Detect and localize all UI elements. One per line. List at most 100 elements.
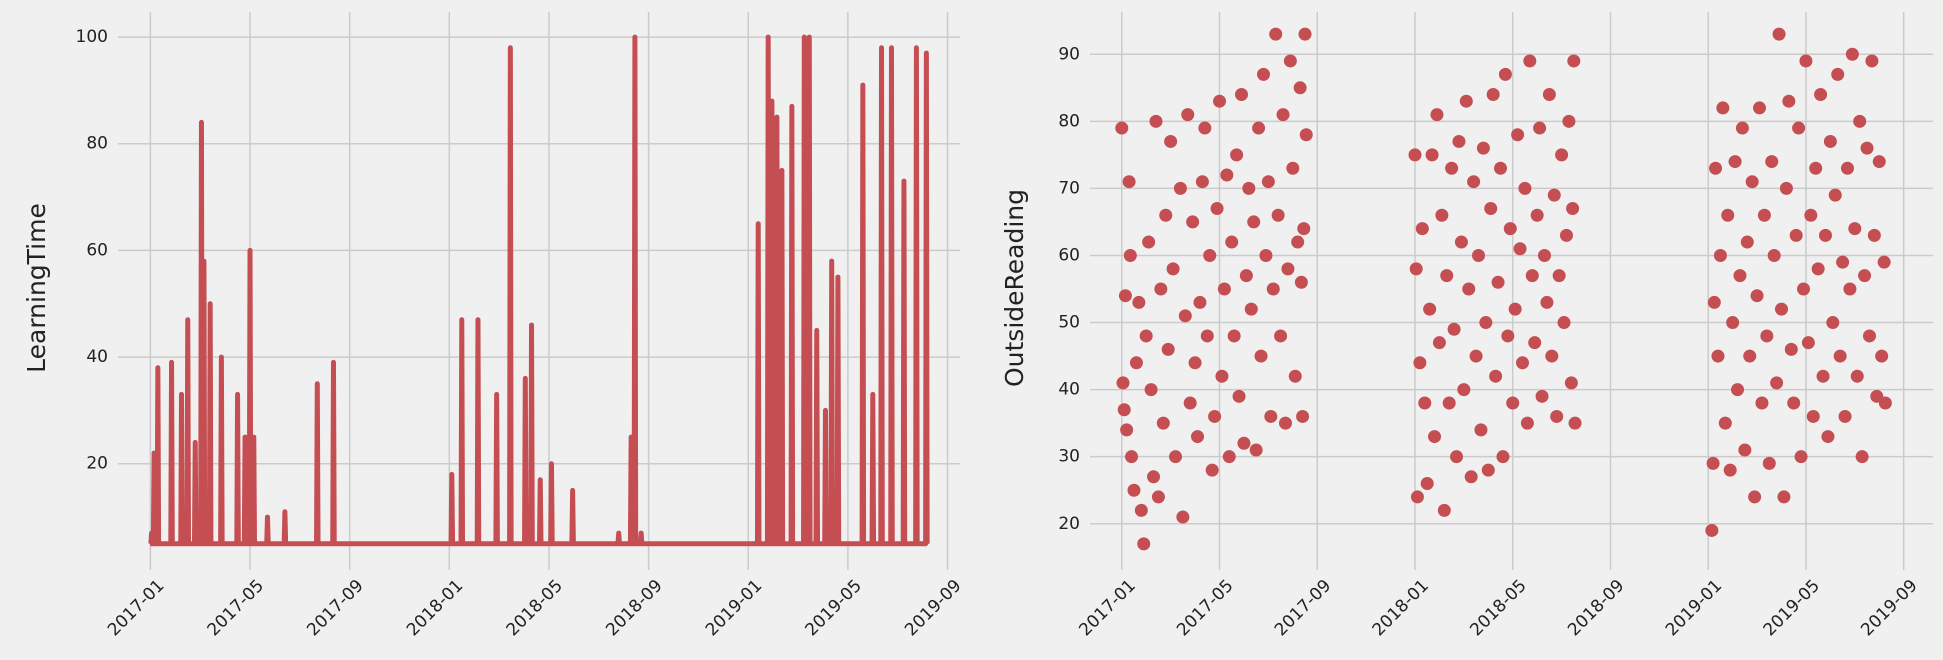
- y-tick-label: 40: [1058, 380, 1080, 400]
- data-point: [1811, 262, 1825, 276]
- data-point: [1220, 168, 1234, 182]
- data-point: [1469, 349, 1483, 363]
- data-point: [1855, 450, 1869, 464]
- data-point: [1132, 295, 1146, 309]
- data-point: [1777, 490, 1791, 504]
- data-point: [1840, 161, 1854, 175]
- data-point: [1440, 269, 1454, 283]
- data-point: [1149, 114, 1163, 128]
- data-point: [1413, 356, 1427, 370]
- data-point: [1787, 396, 1801, 410]
- data-point: [1875, 349, 1889, 363]
- data-point: [1850, 369, 1864, 383]
- data-point: [1217, 282, 1231, 296]
- data-point: [1423, 302, 1437, 316]
- data-point: [1420, 477, 1434, 491]
- data-point: [1261, 175, 1275, 189]
- data-point: [1432, 336, 1446, 350]
- data-point: [1794, 450, 1808, 464]
- data-point: [1276, 108, 1290, 122]
- data-point: [1225, 235, 1239, 249]
- data-point: [1877, 255, 1891, 269]
- data-point: [1283, 54, 1297, 68]
- data-point: [1428, 430, 1442, 444]
- data-point: [1498, 67, 1512, 81]
- data-point: [1298, 27, 1312, 41]
- data-point: [1721, 208, 1735, 222]
- data-point: [1293, 81, 1307, 95]
- x-tick-label: 2019-01: [702, 576, 766, 640]
- data-point: [1537, 248, 1551, 262]
- data-point: [1513, 242, 1527, 256]
- data-point: [1865, 54, 1879, 68]
- data-point: [1568, 416, 1582, 430]
- data-point: [1535, 389, 1549, 403]
- data-point: [1123, 248, 1137, 262]
- x-tick-label: 2018-01: [403, 576, 467, 640]
- data-point: [1707, 295, 1721, 309]
- x-tick-label: 2017-01: [1075, 576, 1139, 640]
- data-point: [1195, 175, 1209, 189]
- data-point: [1809, 161, 1823, 175]
- data-point: [1740, 235, 1754, 249]
- data-point: [1552, 269, 1566, 283]
- data-point: [1799, 54, 1813, 68]
- data-point: [1264, 409, 1278, 423]
- data-point: [1796, 282, 1810, 296]
- data-point: [1129, 356, 1143, 370]
- x-tick-label: 2017-09: [303, 576, 367, 640]
- data-point: [1169, 450, 1183, 464]
- data-point: [1173, 181, 1187, 195]
- y-tick-label: 100: [76, 27, 108, 47]
- data-point: [1252, 121, 1266, 135]
- data-point: [1706, 456, 1720, 470]
- y-tick-label: 20: [86, 454, 108, 474]
- data-point: [1166, 262, 1180, 276]
- data-point: [1525, 269, 1539, 283]
- y-tick-label: 50: [1058, 313, 1080, 333]
- data-point: [1567, 54, 1581, 68]
- data-point: [1247, 215, 1261, 229]
- data-point: [1159, 208, 1173, 222]
- data-point: [1452, 134, 1466, 148]
- data-point: [1750, 289, 1764, 303]
- data-point: [1200, 329, 1214, 343]
- data-point: [1239, 269, 1253, 283]
- data-point: [1210, 202, 1224, 216]
- data-point: [1858, 269, 1872, 283]
- data-point: [1545, 349, 1559, 363]
- data-point: [1765, 155, 1779, 169]
- data-point: [1542, 87, 1556, 101]
- data-point: [1249, 443, 1263, 457]
- data-point: [1515, 356, 1529, 370]
- y-tick-label: 80: [86, 134, 108, 154]
- y-axis-label: LearningTime: [22, 203, 51, 373]
- data-point: [1838, 409, 1852, 423]
- data-point: [1418, 396, 1432, 410]
- data-point: [1501, 329, 1515, 343]
- data-point: [1222, 450, 1236, 464]
- data-point: [1299, 128, 1313, 142]
- data-point: [1450, 450, 1464, 464]
- learning-time-panel: LearningTime 20 40 60 80 100 2017-01 2017-05 20…: [22, 12, 966, 640]
- data-point: [1506, 396, 1520, 410]
- data-point: [1286, 161, 1300, 175]
- x-tick-label: 2019-01: [1662, 576, 1726, 640]
- data-point: [1784, 342, 1798, 356]
- data-point: [1816, 369, 1830, 383]
- data-point: [1415, 222, 1429, 236]
- x-tick-label: 2018-05: [503, 576, 567, 640]
- data-point: [1445, 161, 1459, 175]
- data-point: [1176, 510, 1190, 524]
- x-tick-label: 2019-05: [802, 576, 866, 640]
- data-point: [1743, 349, 1757, 363]
- data-point: [1291, 235, 1305, 249]
- data-point: [1139, 329, 1153, 343]
- x-tick-label: 2018-09: [1564, 576, 1628, 640]
- data-point: [1564, 376, 1578, 390]
- data-point: [1716, 101, 1730, 115]
- data-point: [1198, 121, 1212, 135]
- x-tick-label: 2019-09: [1857, 576, 1921, 640]
- data-point: [1147, 470, 1161, 484]
- data-point: [1476, 141, 1490, 155]
